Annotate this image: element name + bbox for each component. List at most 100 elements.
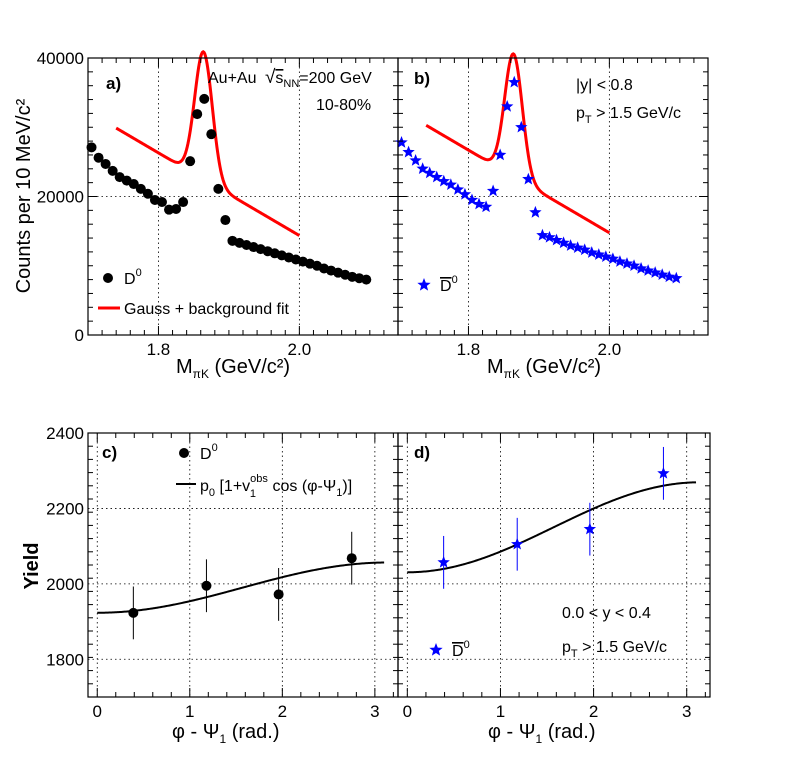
panel-a-data-point <box>361 274 372 285</box>
panel-a-x-tick-label: 1.8 <box>147 340 171 359</box>
panel-a-data-point <box>178 197 189 208</box>
panel-d-label: d) <box>414 443 430 462</box>
panel-b-data-point <box>670 271 683 284</box>
panel-c-data-point <box>273 589 284 600</box>
panel-a-data-point <box>107 165 118 176</box>
panel-a-data-point <box>93 152 104 163</box>
panel-b-data-point <box>648 266 662 278</box>
panel-d-x-tick-label: 0 <box>403 702 412 721</box>
panel-b-data-point <box>501 99 514 112</box>
panel-c-y-tick-label: 2400 <box>46 424 84 443</box>
panel-b-data-point <box>529 205 542 218</box>
panel-a-data-point <box>100 158 111 169</box>
panel-b-data-point <box>571 241 584 253</box>
panel-b-data-point <box>444 178 458 190</box>
panel-d: 0 1 2 3 d) 0.0 < y < 0.4 pT > 1.5 GeV/c D0 <box>397 432 711 721</box>
panel-b-data-point <box>416 162 429 175</box>
panel-a-data-point <box>206 129 217 140</box>
panel-c-y-tick-label: 2000 <box>46 575 84 594</box>
panel-a-y-tick-label: 0 <box>75 326 84 345</box>
panel-a-data-point <box>156 197 167 208</box>
panel-c-data-point <box>346 553 357 564</box>
panel-a-x-tick-label: 2.0 <box>288 340 312 359</box>
panel-b-data-point <box>493 148 507 161</box>
panel-b-data-point <box>437 174 450 187</box>
panel-b-fit-curve <box>425 52 611 235</box>
panel-b-data-point <box>486 184 500 197</box>
panel-b-data-point <box>585 246 598 258</box>
panel-c-x-tick-label: 0 <box>93 702 102 721</box>
panel-c-x-tick-label: 3 <box>370 702 379 721</box>
panel-a-legend-fit-label: Gauss + background fit <box>124 301 290 318</box>
panel-c-legend: D0 p0 [1+vobs 1 cos (φ-Ψ1)] <box>176 442 352 500</box>
panel-d-legend-marker-label: D0 <box>452 639 470 660</box>
panel-b-x-tick-label: 2.0 <box>598 340 622 359</box>
panel-b-data-point <box>515 120 528 133</box>
panel-d-cut-pt: pT > 1.5 GeV/c <box>562 639 667 660</box>
panel-a-data-point <box>199 93 210 104</box>
panel-a-y-tick-label: 40000 <box>37 49 84 68</box>
panel-b-data-point <box>402 145 415 158</box>
panel-b-data-point <box>599 250 613 263</box>
panel-a-data-point <box>142 188 153 199</box>
panel-b-data-point <box>578 243 591 256</box>
panel-b-data-point <box>479 200 493 213</box>
bottom-y-axis-title: Yield <box>21 542 43 589</box>
panel-a-label: a) <box>106 74 121 93</box>
panel-d-fit-curve <box>407 481 697 574</box>
panel-c-legend-marker-label: D0 <box>200 442 218 463</box>
panel-b-data-point <box>409 153 422 166</box>
panel-a-data-point <box>135 183 146 194</box>
panel-a-y-tick-label: 20000 <box>37 188 84 207</box>
panel-b-data-point <box>536 228 549 241</box>
panel-d-x-tick-label: 1 <box>496 702 505 721</box>
panel-c-y-tick-label: 2200 <box>46 499 84 518</box>
panel-b-data-point <box>620 257 634 269</box>
panel-b-data-point <box>458 187 472 200</box>
panel-a-data-point <box>128 179 139 190</box>
panel-a-legend: D0 Gauss + background fit <box>98 267 290 318</box>
panel-b-data-point <box>465 193 479 206</box>
panel-b-label: b) <box>414 69 430 88</box>
panel-a-data-point <box>86 142 97 153</box>
panel-b-data-point <box>543 230 556 243</box>
panel-b-data-point <box>472 197 486 210</box>
panel-b-x-tick-label: 1.8 <box>457 340 481 359</box>
panel-c-legend-fit-label: p0 [1+vobs 1 cos (φ-Ψ1)] <box>200 473 352 500</box>
panel-c-fit-curve <box>97 561 385 614</box>
panel-a-legend-marker-label: D0 <box>124 267 142 288</box>
panel-b-data-point <box>592 248 605 260</box>
panel-b-data-point <box>557 236 570 249</box>
panel-d-x-tick-label: 2 <box>589 702 598 721</box>
panel-a-info-line1: Au+Au √sNN=200 GeV <box>208 67 372 90</box>
panel-c-x-tick-label: 1 <box>185 702 194 721</box>
panel-b: 1.8 2.0 b) |y| < 0.8 pT > 1.5 GeV/c D0 <box>395 52 709 359</box>
panel-c-label: c) <box>102 443 117 462</box>
panel-a-info-line2: 10-80% <box>316 97 371 114</box>
panel-b-legend: D0 <box>417 274 458 295</box>
panel-b-data-point <box>606 252 620 265</box>
panel-b-data-point <box>395 135 408 148</box>
top-y-axis-title: Counts per 10 MeV/c² <box>13 98 35 293</box>
panel-b-data-point <box>423 166 436 179</box>
panel-c-x-axis-title: φ - Ψ1 (rad.) <box>172 721 279 746</box>
panel-c-data-point <box>201 580 212 591</box>
panel-d-cut-y: 0.0 < y < 0.4 <box>562 605 651 622</box>
panel-b-data-point <box>663 270 676 283</box>
panel-b-x-axis-title: MπK (GeV/c²) <box>487 356 601 381</box>
panel-b-cut-y: |y| < 0.8 <box>576 77 633 94</box>
panel-a-data-point <box>213 183 224 194</box>
panel-a-data-point <box>185 156 196 167</box>
panel-d-legend: D0 <box>429 639 470 660</box>
panel-c: 0 1 2 3 1800 2000 2200 2400 c) D0 p0 [1+vobs 1 c… <box>46 424 399 721</box>
panel-c-legend-marker <box>179 448 189 458</box>
panel-b-data-point <box>564 239 577 251</box>
panel-b-data-point <box>613 255 627 267</box>
panel-d-data-point <box>511 537 524 550</box>
panel-b-legend-marker-label: D0 <box>440 274 458 295</box>
panel-b-data-point <box>451 183 465 195</box>
panel-a-data-point <box>171 203 182 214</box>
panel-b-cut-pt: pT > 1.5 GeV/c <box>576 105 681 126</box>
